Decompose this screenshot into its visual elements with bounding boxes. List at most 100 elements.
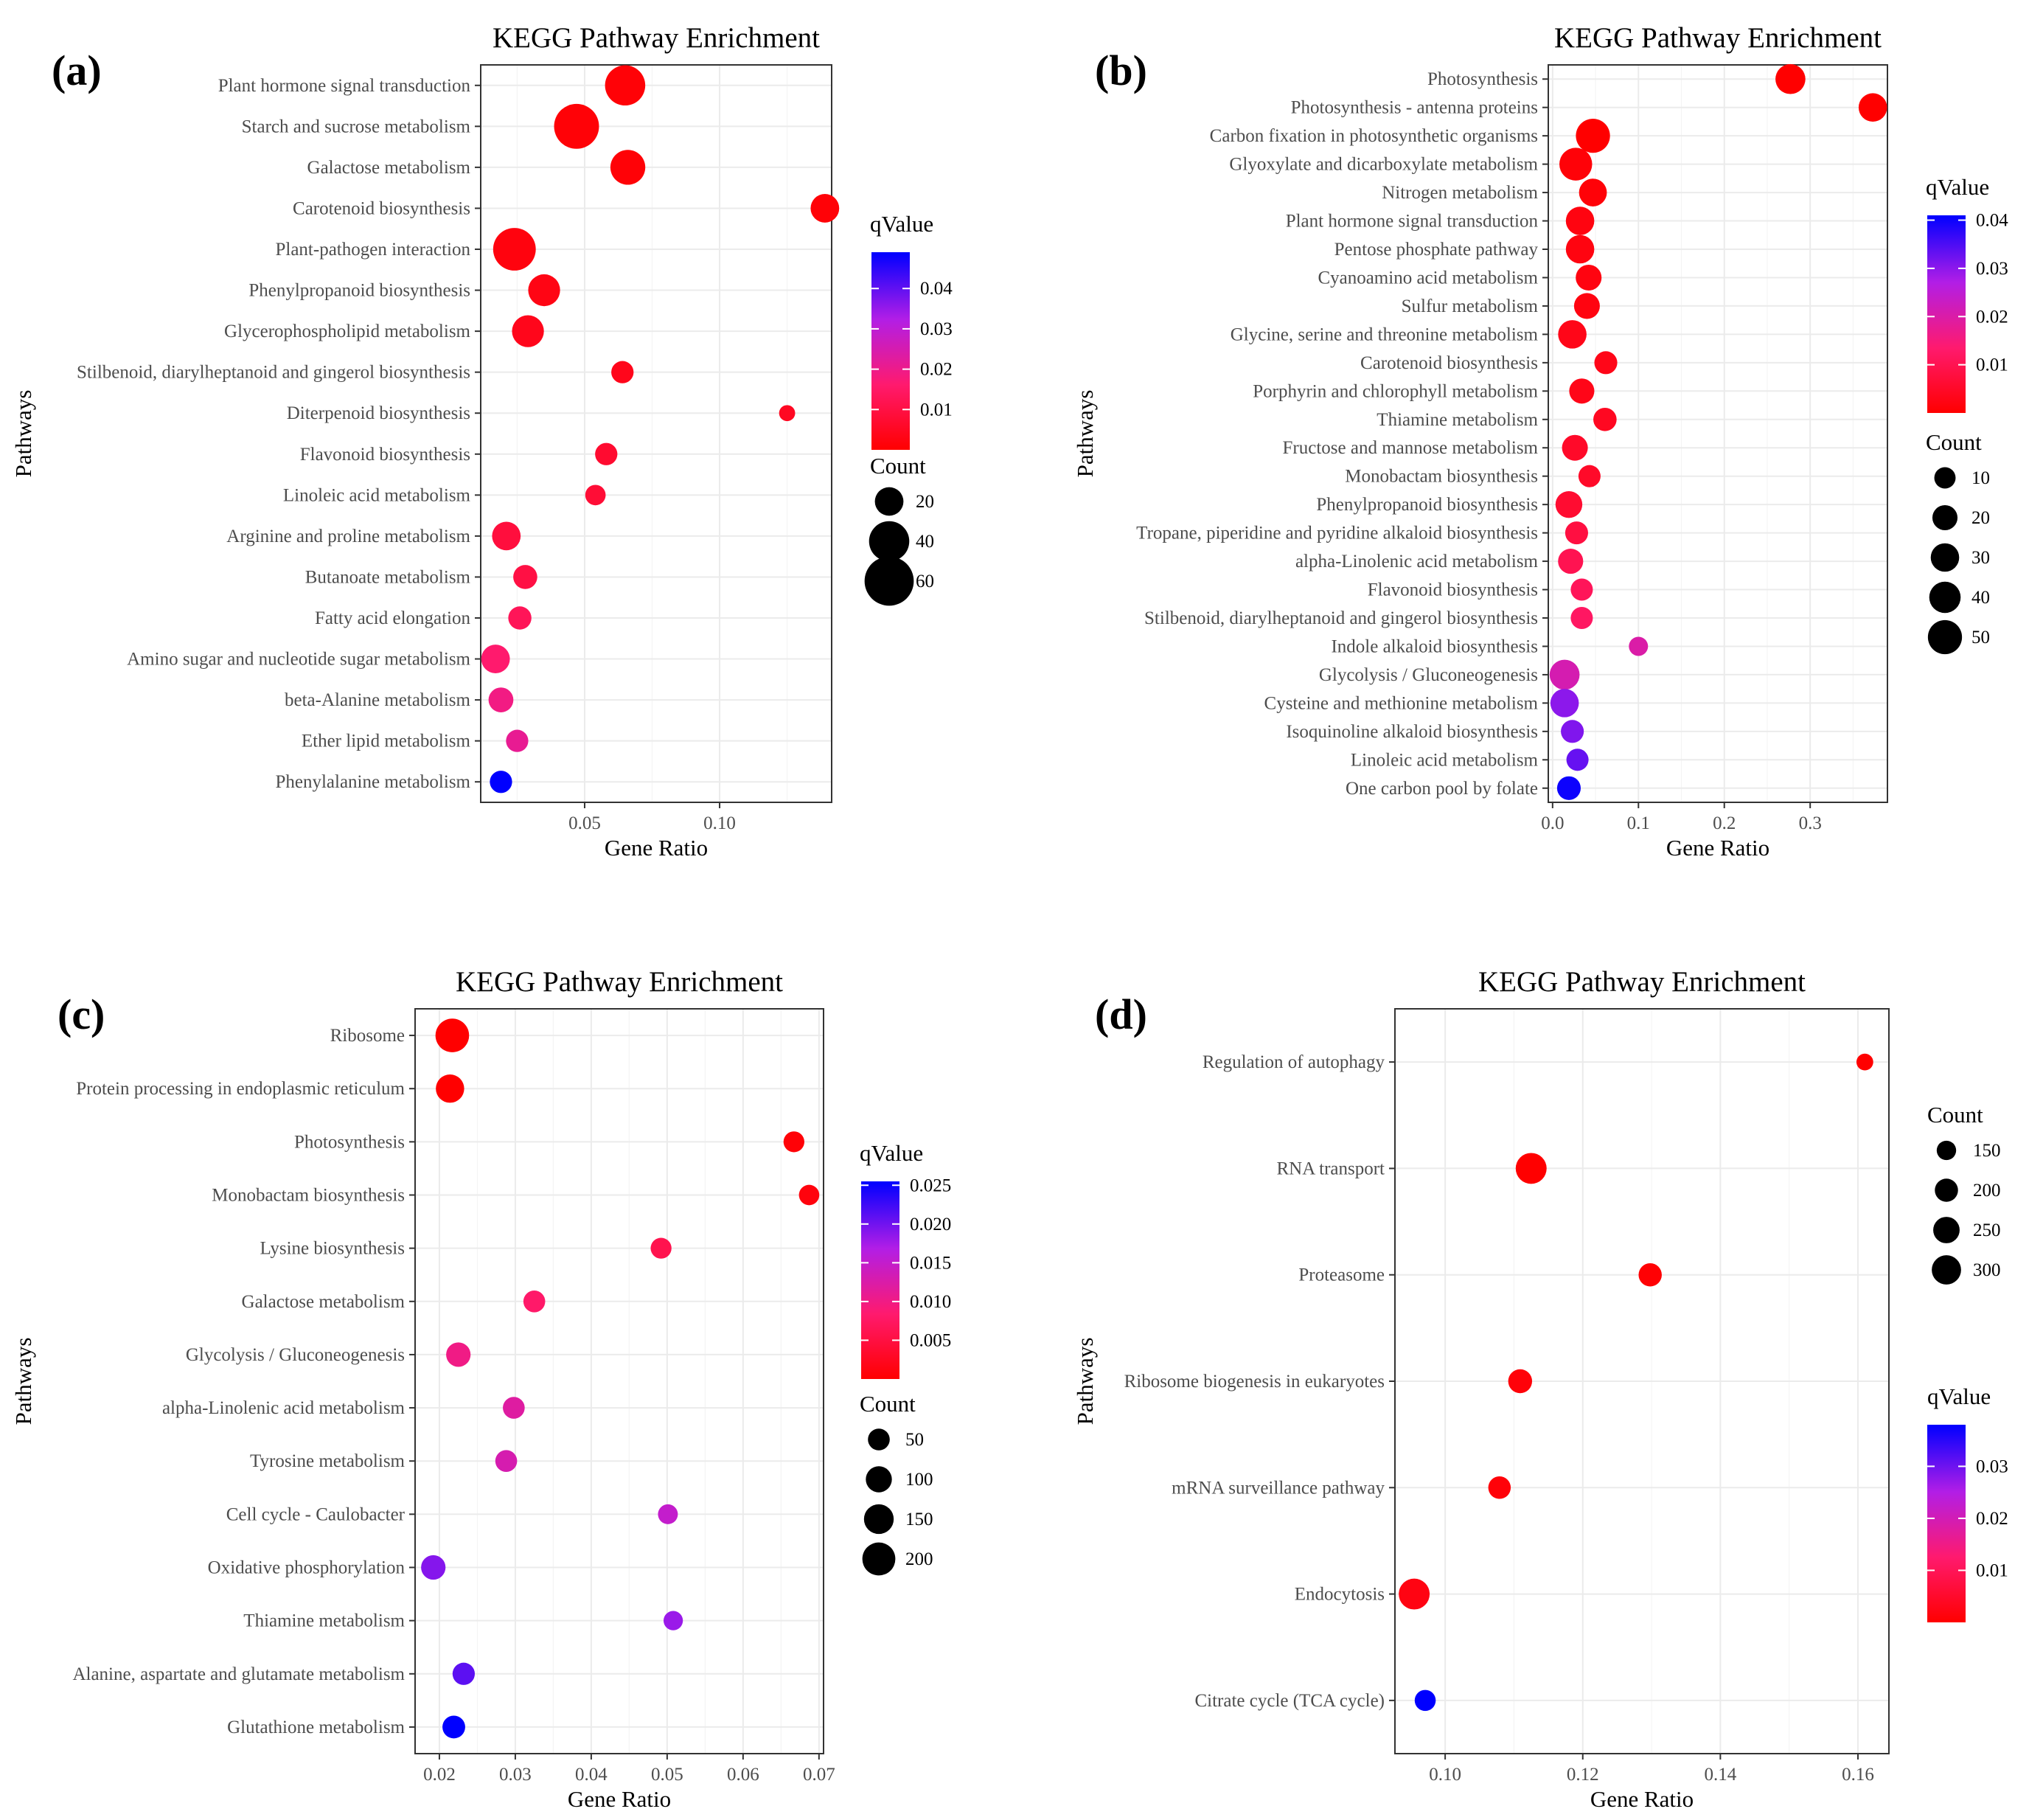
- colorbar-tick-label: 0.02: [920, 360, 953, 380]
- count-legend-title: Count: [860, 1391, 916, 1417]
- data-point: [1856, 1053, 1873, 1071]
- y-tick-label: Phenylpropanoid biosynthesis: [1316, 495, 1538, 515]
- data-point: [1593, 407, 1617, 431]
- data-point: [1629, 636, 1649, 656]
- count-legend-label: 250: [1973, 1220, 2001, 1240]
- qvalue-legend-title: qValue: [1926, 174, 1989, 200]
- y-tick-label: Monobactam biosynthesis: [212, 1186, 405, 1206]
- data-point: [1576, 264, 1602, 291]
- x-tick-label: 0.10: [1429, 1765, 1461, 1785]
- data-point: [1559, 147, 1593, 181]
- y-tick-label: RNA transport: [1276, 1159, 1385, 1178]
- qvalue-colorbar: [1927, 1425, 1966, 1622]
- x-tick-label: 0.3: [1799, 813, 1822, 833]
- y-tick-label: Glycolysis / Gluconeogenesis: [1319, 665, 1538, 685]
- colorbar-tick-label: 0.01: [920, 400, 953, 420]
- x-axis-title: Gene Ratio: [1590, 1786, 1694, 1812]
- y-tick-label: Carbon fixation in photosynthetic organi…: [1210, 126, 1538, 146]
- y-tick-label: Regulation of autophagy: [1203, 1052, 1385, 1072]
- y-tick-label: Oxidative phosphorylation: [208, 1558, 406, 1578]
- y-tick-label: Plant-pathogen interaction: [275, 240, 470, 260]
- count-legend-label: 300: [1973, 1260, 2001, 1280]
- count-legend-key: [1930, 543, 1960, 572]
- colorbar-tick-label: 0.04: [920, 279, 953, 299]
- data-point: [506, 729, 529, 752]
- data-point: [650, 1237, 672, 1259]
- colorbar-tick-label: 0.025: [910, 1175, 951, 1195]
- y-tick-label: Stilbenoid, diarylheptanoid and gingerol…: [1144, 608, 1538, 628]
- y-axis-title: Pathways: [10, 1338, 36, 1425]
- count-legend-label: 50: [905, 1430, 924, 1450]
- count-legend-key: [1932, 504, 1958, 531]
- data-point: [1566, 749, 1589, 771]
- plot-area: [481, 65, 832, 802]
- y-tick-label: Glycerophospholipid metabolism: [224, 322, 471, 341]
- count-legend-label: 20: [916, 492, 934, 512]
- y-tick-label: alpha-Linolenic acid metabolism: [162, 1398, 406, 1418]
- y-tick-label: Lysine biosynthesis: [260, 1239, 405, 1259]
- colorbar-tick-label: 0.03: [920, 319, 953, 339]
- qvalue-legend-title: qValue: [1927, 1383, 1991, 1409]
- chart-title: KEGG Pathway Enrichment: [1478, 966, 1806, 998]
- qvalue-legend-title: qValue: [870, 211, 933, 237]
- count-legend-label: 60: [916, 572, 934, 591]
- panel-a: (a) KEGG Pathway Enrichment Plant hormone …: [10, 22, 953, 861]
- x-tick-label: 0.10: [703, 813, 736, 833]
- colorbar-tick-label: 0.03: [1976, 259, 2008, 279]
- y-tick-label: Ribosome: [330, 1026, 405, 1046]
- x-tick-label: 0.05: [651, 1765, 683, 1785]
- count-legend-key: [1933, 1217, 1960, 1243]
- data-point: [585, 484, 606, 506]
- data-point: [779, 405, 796, 422]
- y-tick-label: Ribosome biogenesis in eukaryotes: [1124, 1372, 1385, 1392]
- data-point: [452, 1662, 476, 1685]
- data-point: [490, 771, 512, 793]
- data-point: [1488, 1476, 1511, 1499]
- y-tick-label: Ether lipid metabolism: [302, 732, 471, 751]
- qvalue-legend-title: qValue: [860, 1140, 923, 1166]
- y-tick-label: Glutathione metabolism: [227, 1717, 405, 1737]
- count-legend-title: Count: [1927, 1102, 1983, 1128]
- colorbar-tick-label: 0.020: [910, 1215, 951, 1234]
- y-tick-label: Glycine, serine and threonine metabolism: [1231, 324, 1539, 344]
- y-tick-label: Galactose metabolism: [307, 158, 471, 178]
- y-tick-label: alpha-Linolenic acid metabolism: [1295, 552, 1539, 572]
- x-tick-label: 0.04: [575, 1765, 608, 1785]
- data-point: [1558, 320, 1587, 349]
- data-point: [1570, 606, 1593, 630]
- data-point: [1570, 578, 1593, 601]
- y-tick-label: Flavonoid biosynthesis: [1368, 580, 1538, 600]
- x-tick-label: 0.02: [423, 1765, 456, 1785]
- data-point: [1508, 1369, 1533, 1394]
- y-tick-label: Isoquinoline alkaloid biosynthesis: [1286, 722, 1538, 742]
- data-point: [446, 1342, 471, 1367]
- qvalue-colorbar: [1927, 215, 1966, 413]
- y-tick-label: Butanoate metabolism: [305, 567, 471, 587]
- count-legend-label: 30: [1971, 548, 1990, 568]
- y-tick-label: Linoleic acid metabolism: [283, 485, 471, 505]
- y-tick-label: Phenylpropanoid biosynthesis: [248, 281, 470, 301]
- y-tick-label: Cyanoamino acid metabolism: [1318, 268, 1538, 288]
- x-axis-title: Gene Ratio: [605, 835, 708, 861]
- plot-border: [1548, 64, 1888, 803]
- count-legend-key: [868, 1428, 890, 1451]
- data-point: [1565, 206, 1595, 235]
- count-legend-key: [1935, 1178, 1958, 1202]
- x-tick-label: 0.05: [568, 813, 601, 833]
- qvalue-colorbar: [871, 252, 910, 450]
- y-tick-label: Cell cycle - Caulobacter: [226, 1504, 406, 1524]
- data-point: [512, 315, 544, 347]
- count-legend-key: [869, 521, 910, 562]
- y-tick-label: beta-Alanine metabolism: [285, 690, 471, 710]
- data-point: [610, 150, 646, 185]
- data-point: [492, 521, 521, 551]
- colorbar-tick-label: 0.04: [1976, 211, 2008, 231]
- y-tick-label: Plant hormone signal transduction: [218, 76, 471, 96]
- y-tick-label: Amino sugar and nucleotide sugar metabol…: [127, 650, 470, 670]
- y-tick-label: mRNA surveillance pathway: [1172, 1478, 1385, 1498]
- y-tick-label: Arginine and proline metabolism: [226, 527, 470, 546]
- y-tick-label: Plant hormone signal transduction: [1286, 212, 1539, 232]
- panel-label: (c): [58, 990, 105, 1038]
- x-axis-title: Gene Ratio: [568, 1786, 671, 1812]
- data-point: [1569, 378, 1595, 404]
